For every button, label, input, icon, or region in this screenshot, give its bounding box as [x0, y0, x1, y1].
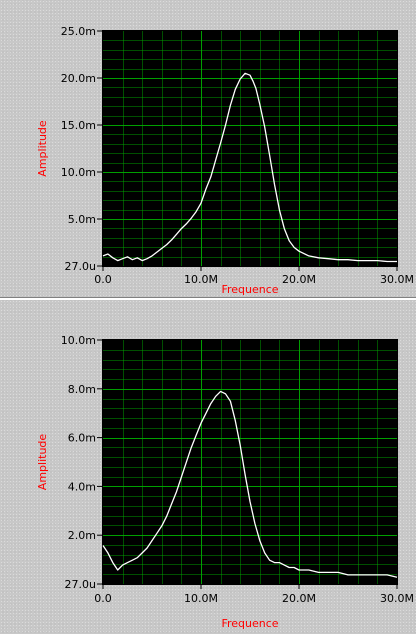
y-axis-label: Amplitude	[36, 434, 49, 491]
grid-lines	[103, 340, 397, 584]
y-tick-label: 27.0u	[65, 260, 96, 273]
y-tick-label: 27.0u	[65, 578, 96, 591]
amplitude-trace	[102, 390, 398, 578]
plot-frame	[102, 339, 398, 585]
amplitude-trace	[102, 72, 397, 263]
y-tick-label: 8.0m	[68, 383, 96, 396]
y-tick-label: 25.0m	[61, 25, 96, 38]
x-tick-label: 0.0	[94, 592, 112, 605]
plot-area	[103, 340, 397, 584]
x-tick-label: 30.0M	[380, 273, 414, 286]
y-tick-label: 10.0m	[61, 166, 96, 179]
y-tick-label: 20.0m	[61, 72, 96, 85]
plot-frame	[102, 30, 398, 267]
x-axis-label: Frequence	[221, 617, 278, 630]
x-tick-label: 20.0M	[282, 592, 316, 605]
y-axis-label: Amplitude	[36, 120, 49, 177]
amplitude-graph-bottom: 27.0u 2.0m 4.0m 6.0m 8.0m 10.0m 0.0 10.0M 20.0M 3…	[10, 302, 414, 634]
x-tick-label: 0.0	[94, 273, 112, 286]
y-tick-label: 5.0m	[68, 213, 96, 226]
y-tick-label: 15.0m	[61, 119, 96, 132]
y-tick-label: 4.0m	[68, 480, 96, 493]
graph-top-svg: 27.0u 5.0m 10.0m 15.0m 20.0m 25.0m 0.0 10.0M 20.…	[36, 25, 414, 296]
y-tick-label: 6.0m	[68, 432, 96, 445]
graph-bottom-svg: 27.0u 2.0m 4.0m 6.0m 8.0m 10.0m 0.0 10.0M 20.0M 3…	[36, 334, 414, 630]
x-tick-label: 10.0M	[184, 592, 218, 605]
x-tick-label: 30.0M	[380, 592, 414, 605]
plot-area	[103, 31, 397, 266]
x-tick-label: 10.0M	[184, 273, 218, 286]
grid-lines	[103, 31, 397, 266]
y-tick-label: 2.0m	[68, 529, 96, 542]
y-tick-label: 10.0m	[61, 334, 96, 347]
panel-divider	[0, 297, 416, 300]
x-tick-label: 20.0M	[282, 273, 316, 286]
x-axis-label: Frequence	[221, 283, 278, 296]
amplitude-graph-top: 27.0u 5.0m 10.0m 15.0m 20.0m 25.0m 0.0 10.0M 20.…	[10, 4, 414, 296]
